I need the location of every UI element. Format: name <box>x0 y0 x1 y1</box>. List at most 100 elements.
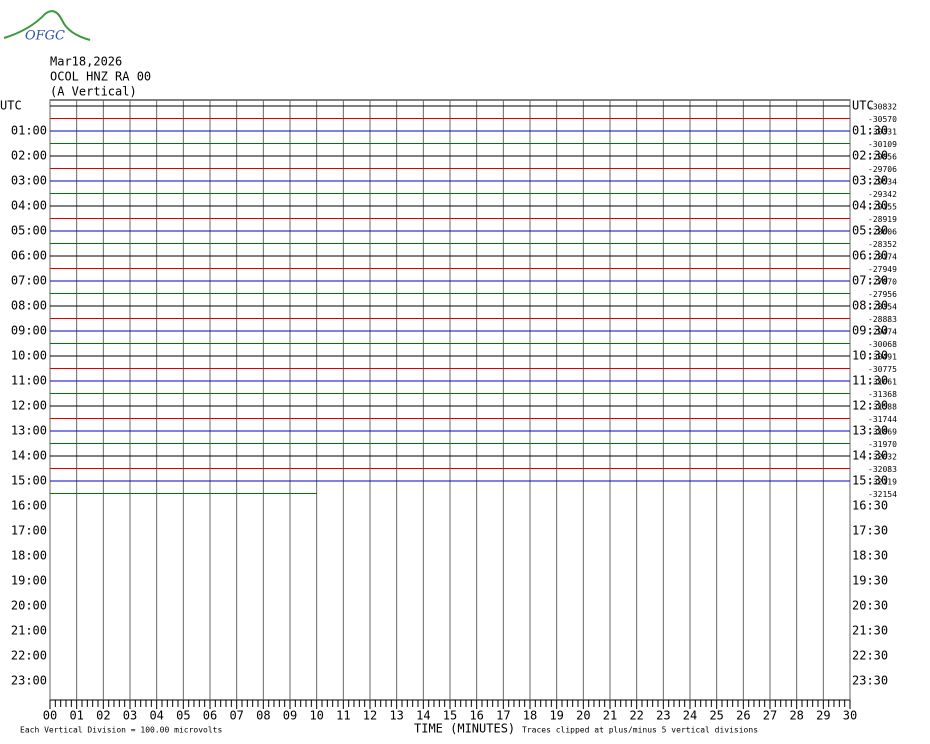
clip-note: Traces clipped at plus/minus 5 vertical … <box>522 726 758 735</box>
x-tick-label: 21 <box>603 709 617 723</box>
right-hour-label: 21:30 <box>852 624 888 638</box>
x-tick-label: 08 <box>256 709 270 723</box>
left-hour-label: 13:00 <box>11 424 47 438</box>
left-hour-label: 03:00 <box>11 174 47 188</box>
x-tick-label: 06 <box>203 709 217 723</box>
right-hour-label: 15:30 <box>852 474 888 488</box>
left-hour-label: 01:00 <box>11 124 47 138</box>
x-tick-label: 18 <box>523 709 537 723</box>
right-hour-label: 03:30 <box>852 174 888 188</box>
trace-offset: -29706 <box>868 165 897 174</box>
right-hour-label: 19:30 <box>852 574 888 588</box>
trace-offset: -32032 <box>868 453 897 462</box>
right-hour-label: 05:30 <box>852 224 888 238</box>
trace-offset: -30832 <box>868 103 897 112</box>
right-hour-label: 07:30 <box>852 274 888 288</box>
trace-offset: -28354 <box>868 303 897 312</box>
right-hour-label: 08:30 <box>852 299 888 313</box>
trace-offset: -29342 <box>868 190 897 199</box>
x-tick-label: 12 <box>363 709 377 723</box>
trace-offset: -31368 <box>868 390 897 399</box>
left-hour-label: 23:00 <box>11 674 47 688</box>
trace-offset: -30068 <box>868 340 897 349</box>
right-hour-label: 22:30 <box>852 649 888 663</box>
x-axis-title: TIME (MINUTES) <box>414 722 515 736</box>
x-tick-label: 00 <box>43 709 57 723</box>
component: (A Vertical) <box>50 85 137 99</box>
x-tick-label: 01 <box>69 709 83 723</box>
division-note: Each Vertical Division = 100.00 microvol… <box>20 726 222 735</box>
left-hour-label: 12:00 <box>11 399 47 413</box>
right-hour-label: 01:30 <box>852 124 888 138</box>
trace-offset: -31970 <box>868 440 897 449</box>
right-hour-label: 06:30 <box>852 249 888 263</box>
right-hour-label: 04:30 <box>852 199 888 213</box>
left-hour-label: 05:00 <box>11 224 47 238</box>
x-tick-label: 28 <box>789 709 803 723</box>
x-tick-label: 11 <box>336 709 350 723</box>
date: Mar18,2026 <box>50 55 122 69</box>
x-tick-label: 24 <box>683 709 697 723</box>
left-hour-label: 18:00 <box>11 549 47 563</box>
x-tick-label: 22 <box>629 709 643 723</box>
x-tick-label: 19 <box>549 709 563 723</box>
left-hour-label: 20:00 <box>11 599 47 613</box>
trace-offset: -28352 <box>868 240 897 249</box>
left-hour-label: 08:00 <box>11 299 47 313</box>
trace-offset: -32119 <box>868 478 897 487</box>
trace-offset: -29474 <box>868 328 897 337</box>
logo-curve <box>3 10 91 41</box>
trace-offset: -30775 <box>868 365 897 374</box>
right-hour-label: 10:30 <box>852 349 888 363</box>
left-hour-label: 04:00 <box>11 199 47 213</box>
station: OCOL HNZ RA 00 <box>50 70 151 84</box>
x-tick-label: 15 <box>443 709 457 723</box>
trace-offset: -31744 <box>868 415 897 424</box>
x-tick-label: 23 <box>656 709 670 723</box>
trace-offset: -29155 <box>868 203 897 212</box>
x-tick-label: 13 <box>389 709 403 723</box>
right-hour-label: 18:30 <box>852 549 888 563</box>
left-hour-label: 21:00 <box>11 624 47 638</box>
trace-offset: -27949 <box>868 265 897 274</box>
trace-offset: -32083 <box>868 465 897 474</box>
left-hour-label: 17:00 <box>11 524 47 538</box>
left-hour-label: 14:00 <box>11 449 47 463</box>
left-hour-label: 09:00 <box>11 324 47 338</box>
x-tick-label: 29 <box>816 709 830 723</box>
left-hour-label: 16:00 <box>11 499 47 513</box>
left-hour-label: 07:00 <box>11 274 47 288</box>
trace-offset: -27870 <box>868 278 897 287</box>
trace-offset: -31869 <box>868 428 897 437</box>
x-tick-label: 26 <box>736 709 750 723</box>
left-hour-label: 11:00 <box>11 374 47 388</box>
x-tick-label: 07 <box>229 709 243 723</box>
trace-offset: -30491 <box>868 353 897 362</box>
trace-offset: -28883 <box>868 315 897 324</box>
trace-offset: -28919 <box>868 215 897 224</box>
left-hour-label: 15:00 <box>11 474 47 488</box>
left-hour-label: 22:00 <box>11 649 47 663</box>
x-tick-label: 10 <box>309 709 323 723</box>
right-hour-label: 14:30 <box>852 449 888 463</box>
x-tick-label: 03 <box>123 709 137 723</box>
left-hour-label: 02:00 <box>11 149 47 163</box>
trace-offset: -29856 <box>868 153 897 162</box>
x-tick-label: 09 <box>283 709 297 723</box>
left-hour-label: 10:00 <box>11 349 47 363</box>
right-hour-label: 17:30 <box>852 524 888 538</box>
trace-offset: -32154 <box>868 490 897 499</box>
right-hour-label: 02:30 <box>852 149 888 163</box>
trace-offset: -29534 <box>868 178 897 187</box>
x-tick-label: 02 <box>96 709 110 723</box>
x-tick-label: 16 <box>469 709 483 723</box>
right-hour-label: 13:30 <box>852 424 888 438</box>
right-hour-label: 11:30 <box>852 374 888 388</box>
x-tick-label: 14 <box>416 709 430 723</box>
left-hour-label: UTC <box>0 99 22 113</box>
logo: OFGC <box>25 29 65 44</box>
x-tick-label: 30 <box>843 709 857 723</box>
trace-offset: -31061 <box>868 378 897 387</box>
trace-offset: -30109 <box>868 140 897 149</box>
left-hour-label: 06:00 <box>11 249 47 263</box>
